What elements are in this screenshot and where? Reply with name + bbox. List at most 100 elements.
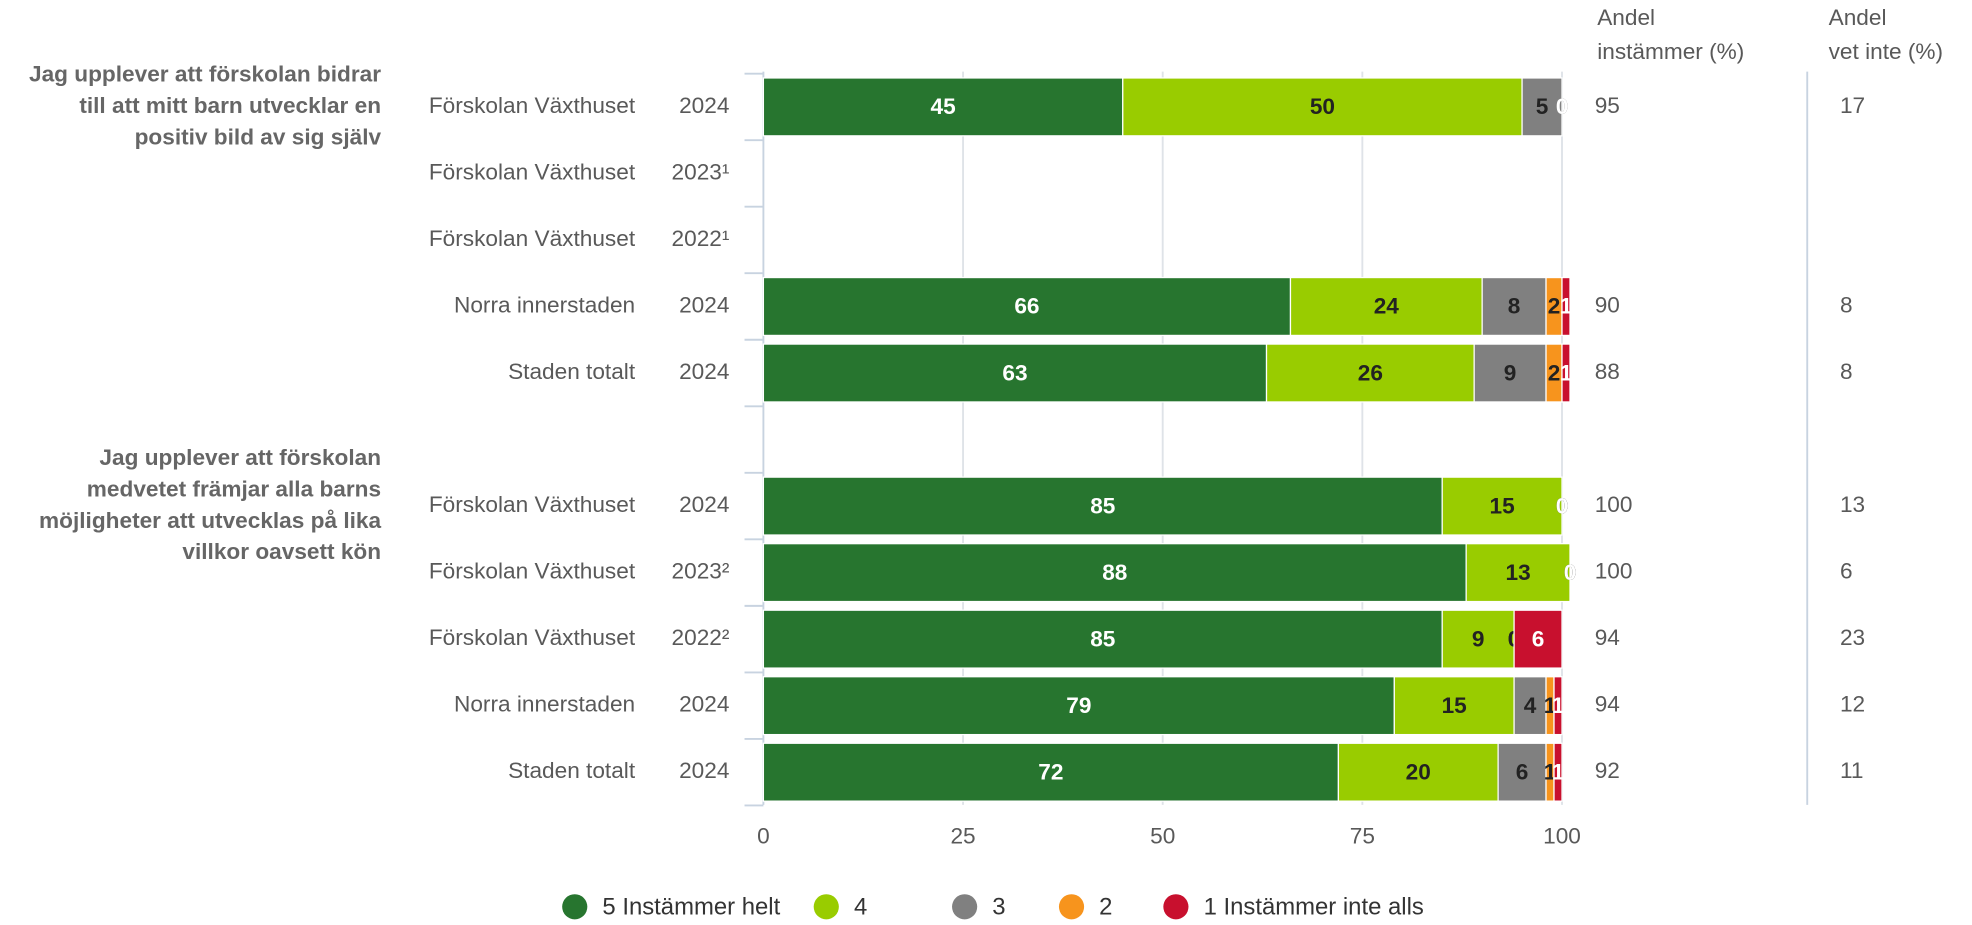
data-label: 4: [1524, 693, 1537, 718]
group-title: möjligheter att utvecklas på lika: [39, 508, 381, 533]
data-label: 79: [1066, 693, 1091, 718]
legend-label: 5 Instämmer helt: [602, 893, 780, 920]
row-year: 2024: [679, 692, 729, 717]
data-label: 15: [1442, 693, 1467, 718]
row-year: 2024: [679, 758, 729, 783]
bar-segment: [762, 609, 1443, 669]
data-label: 5: [1536, 94, 1549, 119]
bar-segment: [762, 543, 1467, 603]
unknown-value: 11: [1840, 758, 1864, 783]
data-label: 1: [1552, 693, 1565, 718]
data-label: 66: [1014, 294, 1039, 319]
column-header: instämmer (%): [1597, 39, 1744, 64]
data-label: 0: [1564, 560, 1577, 585]
unknown-value: 6: [1840, 559, 1853, 584]
data-label: 2: [1548, 294, 1561, 319]
unknown-value: 13: [1840, 492, 1865, 517]
data-label: 0: [1556, 493, 1569, 518]
data-label: 13: [1505, 560, 1530, 585]
bar-segment: [762, 276, 1292, 337]
data-label: 0: [1556, 94, 1569, 119]
legend-label: 2: [1099, 893, 1112, 920]
x-tick-label: 100: [1543, 824, 1581, 849]
group-title: Jag upplever att förskolan bidrar: [29, 61, 381, 86]
bar-segment: [762, 676, 1395, 736]
group-title: positiv bild av sig själv: [135, 124, 382, 149]
data-label: 24: [1374, 294, 1400, 319]
row-name: Förskolan Växthuset: [429, 159, 636, 184]
data-label: 2: [1548, 360, 1561, 385]
group-title: villkor oavsett kön: [182, 539, 381, 564]
legend-marker: [1058, 894, 1085, 920]
data-label: 0: [1556, 493, 1569, 518]
row-name: Förskolan Växthuset: [429, 226, 636, 251]
row-year: 2024: [679, 93, 729, 118]
bar-segment: [1481, 276, 1547, 337]
data-label: 20: [1406, 759, 1431, 784]
unknown-value: 17: [1840, 93, 1865, 118]
data-label: 50: [1310, 94, 1335, 119]
data-label: 0: [1564, 560, 1577, 585]
unknown-value: 12: [1840, 692, 1865, 717]
data-label: 0: [1556, 94, 1569, 119]
x-tick-label: 0: [757, 824, 770, 849]
data-label: 85: [1090, 493, 1115, 518]
bar-segment: [762, 742, 1340, 802]
agree-value: 92: [1595, 758, 1620, 783]
row-name: Norra innerstaden: [454, 292, 635, 317]
data-label: 1: [1560, 360, 1573, 385]
bar-segment: [1337, 742, 1499, 802]
agree-value: 90: [1595, 292, 1620, 317]
unknown-value: 23: [1840, 625, 1865, 650]
legend-marker: [952, 894, 978, 920]
agree-value: 100: [1595, 492, 1633, 517]
unknown-value: 8: [1840, 292, 1853, 317]
data-label: 9: [1472, 626, 1485, 651]
column-header: Andel: [1829, 5, 1887, 30]
row-year: 2024: [679, 359, 729, 384]
bar-segment: [762, 476, 1443, 536]
bar-segment: [1265, 343, 1475, 403]
bar-segment: [1521, 77, 1563, 137]
group-title: Jag upplever att förskolan: [99, 445, 381, 470]
data-label: 72: [1038, 759, 1063, 784]
data-label: 88: [1102, 560, 1127, 585]
agree-value: 88: [1595, 359, 1620, 384]
bar-segment: [1393, 676, 1515, 736]
bar-segment: [1289, 276, 1483, 337]
data-label: 26: [1358, 360, 1383, 385]
data-label: 1: [1552, 759, 1565, 784]
data-label: 1: [1544, 759, 1557, 784]
row-year: 2024: [679, 492, 729, 517]
data-label: 1: [1544, 693, 1557, 718]
bar-segment: [1553, 742, 1563, 802]
data-label: 63: [1002, 360, 1027, 385]
bar-segment: [1122, 77, 1523, 137]
agree-value: 94: [1595, 692, 1620, 717]
row-name: Förskolan Växthuset: [429, 492, 636, 517]
legend-marker: [813, 894, 839, 920]
column-header: Andel: [1597, 5, 1655, 30]
row-name: Norra innerstaden: [454, 692, 635, 717]
bar-segment: [762, 77, 1124, 137]
group-title: medvetet främjar alla barns: [87, 476, 381, 501]
bar-segment: [1441, 476, 1563, 536]
row-year: 2023²: [672, 559, 730, 584]
data-label: 6: [1516, 759, 1529, 784]
row-name: Staden totalt: [508, 758, 636, 783]
data-label: 6: [1532, 626, 1545, 651]
bar-segment: [1513, 609, 1563, 669]
agree-value: 95: [1595, 93, 1620, 118]
group-title: till att mitt barn utvecklar en: [79, 93, 381, 118]
data-label: 1: [1560, 294, 1573, 319]
legend-marker: [1163, 894, 1189, 920]
x-tick-label: 25: [950, 824, 975, 849]
unknown-value: 8: [1840, 359, 1853, 384]
bar-segment: [1473, 343, 1547, 403]
row-name: Förskolan Växthuset: [429, 559, 636, 584]
row-name: Förskolan Växthuset: [429, 93, 636, 118]
bar-segment: [1465, 543, 1571, 603]
row-year: 2024: [679, 292, 729, 317]
row-year: 2022²: [672, 625, 730, 650]
